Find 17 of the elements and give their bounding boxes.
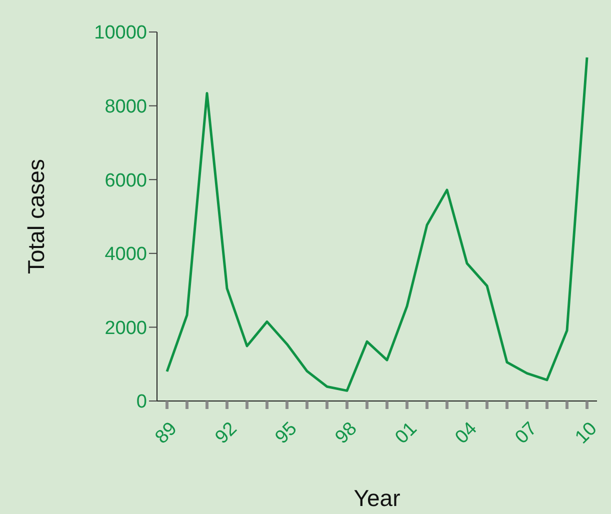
x-tick-label: 89: [151, 418, 182, 448]
x-tick-label: 92: [211, 418, 242, 448]
x-tick-label: 95: [271, 418, 302, 448]
y-tick-label: 8000: [104, 96, 147, 118]
y-tick-label: 6000: [104, 170, 147, 192]
y-tick-label: 4000: [104, 244, 147, 266]
line-series: [166, 56, 588, 392]
x-tick-label: 10: [571, 418, 602, 448]
y-axis-title: Total cases: [23, 158, 50, 274]
x-tick-label: 01: [391, 418, 422, 448]
x-tick-label: 04: [451, 418, 482, 448]
x-tick-label: 07: [511, 418, 542, 448]
y-tick-label: 0: [136, 392, 147, 413]
x-tick-label: 98: [331, 418, 362, 448]
x-axis-title: Year: [354, 485, 401, 511]
y-tick-label: 10000: [94, 22, 147, 44]
y-tick-label: 2000: [104, 318, 147, 339]
